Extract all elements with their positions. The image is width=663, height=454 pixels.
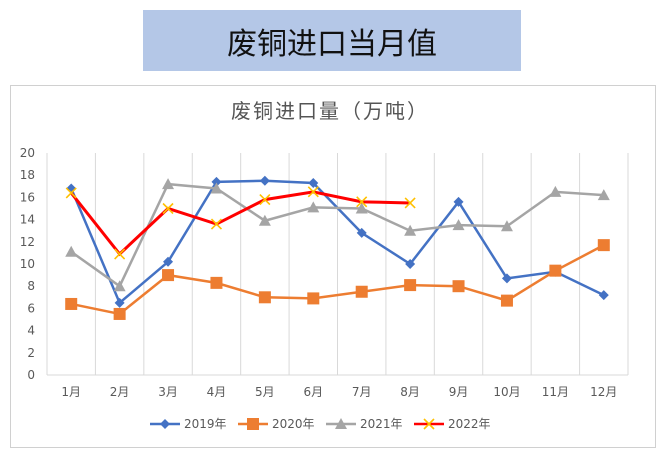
data-point [259,175,270,186]
x-tick-label: 3月 [158,385,178,399]
data-point [65,245,78,257]
legend-label: 2019年 [184,417,227,431]
banner-title: 废铜进口当月值 [143,10,521,71]
data-point [210,276,223,289]
x-tick-label: 5月 [255,385,275,399]
data-point [549,264,562,277]
data-point [404,224,417,236]
y-tick-label: 6 [27,301,35,315]
x-tick-label: 10月 [493,385,520,399]
legend-marker [247,418,259,430]
y-tick-label: 14 [20,213,35,227]
y-tick-label: 10 [20,257,35,271]
data-point [113,280,126,292]
data-point [404,279,417,292]
data-point [114,297,125,308]
x-tick-label: 4月 [207,385,227,399]
data-point [452,219,465,231]
data-point [65,187,77,199]
data-point [113,307,126,320]
data-point [258,291,271,304]
data-point [598,290,609,301]
legend-marker [423,418,435,430]
data-point [307,186,319,198]
series-line-2021年 [70,182,604,289]
data-point [210,218,223,230]
chart-frame [10,85,656,448]
data-point [356,227,367,238]
data-point [114,248,126,260]
data-point [500,220,513,232]
x-tick-label: 2月 [110,385,130,399]
y-tick-label: 2 [27,346,35,360]
data-point [210,182,223,194]
chart-title: 废铜进口量（万吨） [231,99,429,123]
series-line-2020年 [70,244,605,316]
data-point [211,176,222,187]
data-point [162,202,174,215]
data-point [501,273,512,284]
y-tick-label: 4 [27,324,35,338]
data-point [162,269,175,282]
legend-label: 2021年 [360,417,403,431]
legend-label: 2022年 [448,417,491,431]
data-point [307,201,320,213]
data-point [259,194,271,206]
y-tick-label: 20 [20,146,35,160]
data-point [355,285,368,298]
x-tick-label: 8月 [400,385,420,399]
data-point [355,202,368,214]
y-tick-label: 8 [27,279,35,293]
data-point [308,177,319,188]
data-point [258,214,271,226]
legend-marker [160,419,170,429]
data-point [452,280,465,293]
x-tick-label: 12月 [590,385,617,399]
data-point [307,292,320,305]
x-tick-label: 9月 [449,385,469,399]
data-point [163,256,174,267]
data-point [597,189,610,201]
data-point [549,185,562,197]
x-tick-label: 6月 [303,385,323,399]
y-tick-label: 18 [20,168,35,182]
data-point [162,178,175,190]
y-tick-label: 12 [20,235,35,249]
legend-label: 2020年 [272,417,315,431]
x-tick-label: 1月 [61,385,81,399]
data-point [500,294,513,307]
data-point [597,239,610,252]
data-point [405,259,416,269]
x-tick-label: 11月 [542,385,569,399]
series-line-2022年 [70,190,411,257]
y-tick-label: 16 [20,190,35,204]
x-tick-label: 7月 [352,385,372,399]
data-point [65,297,78,310]
data-point [356,196,368,208]
legend-marker [335,418,347,429]
data-point [453,196,464,207]
y-tick-label: 0 [27,368,35,382]
data-point [404,197,416,209]
